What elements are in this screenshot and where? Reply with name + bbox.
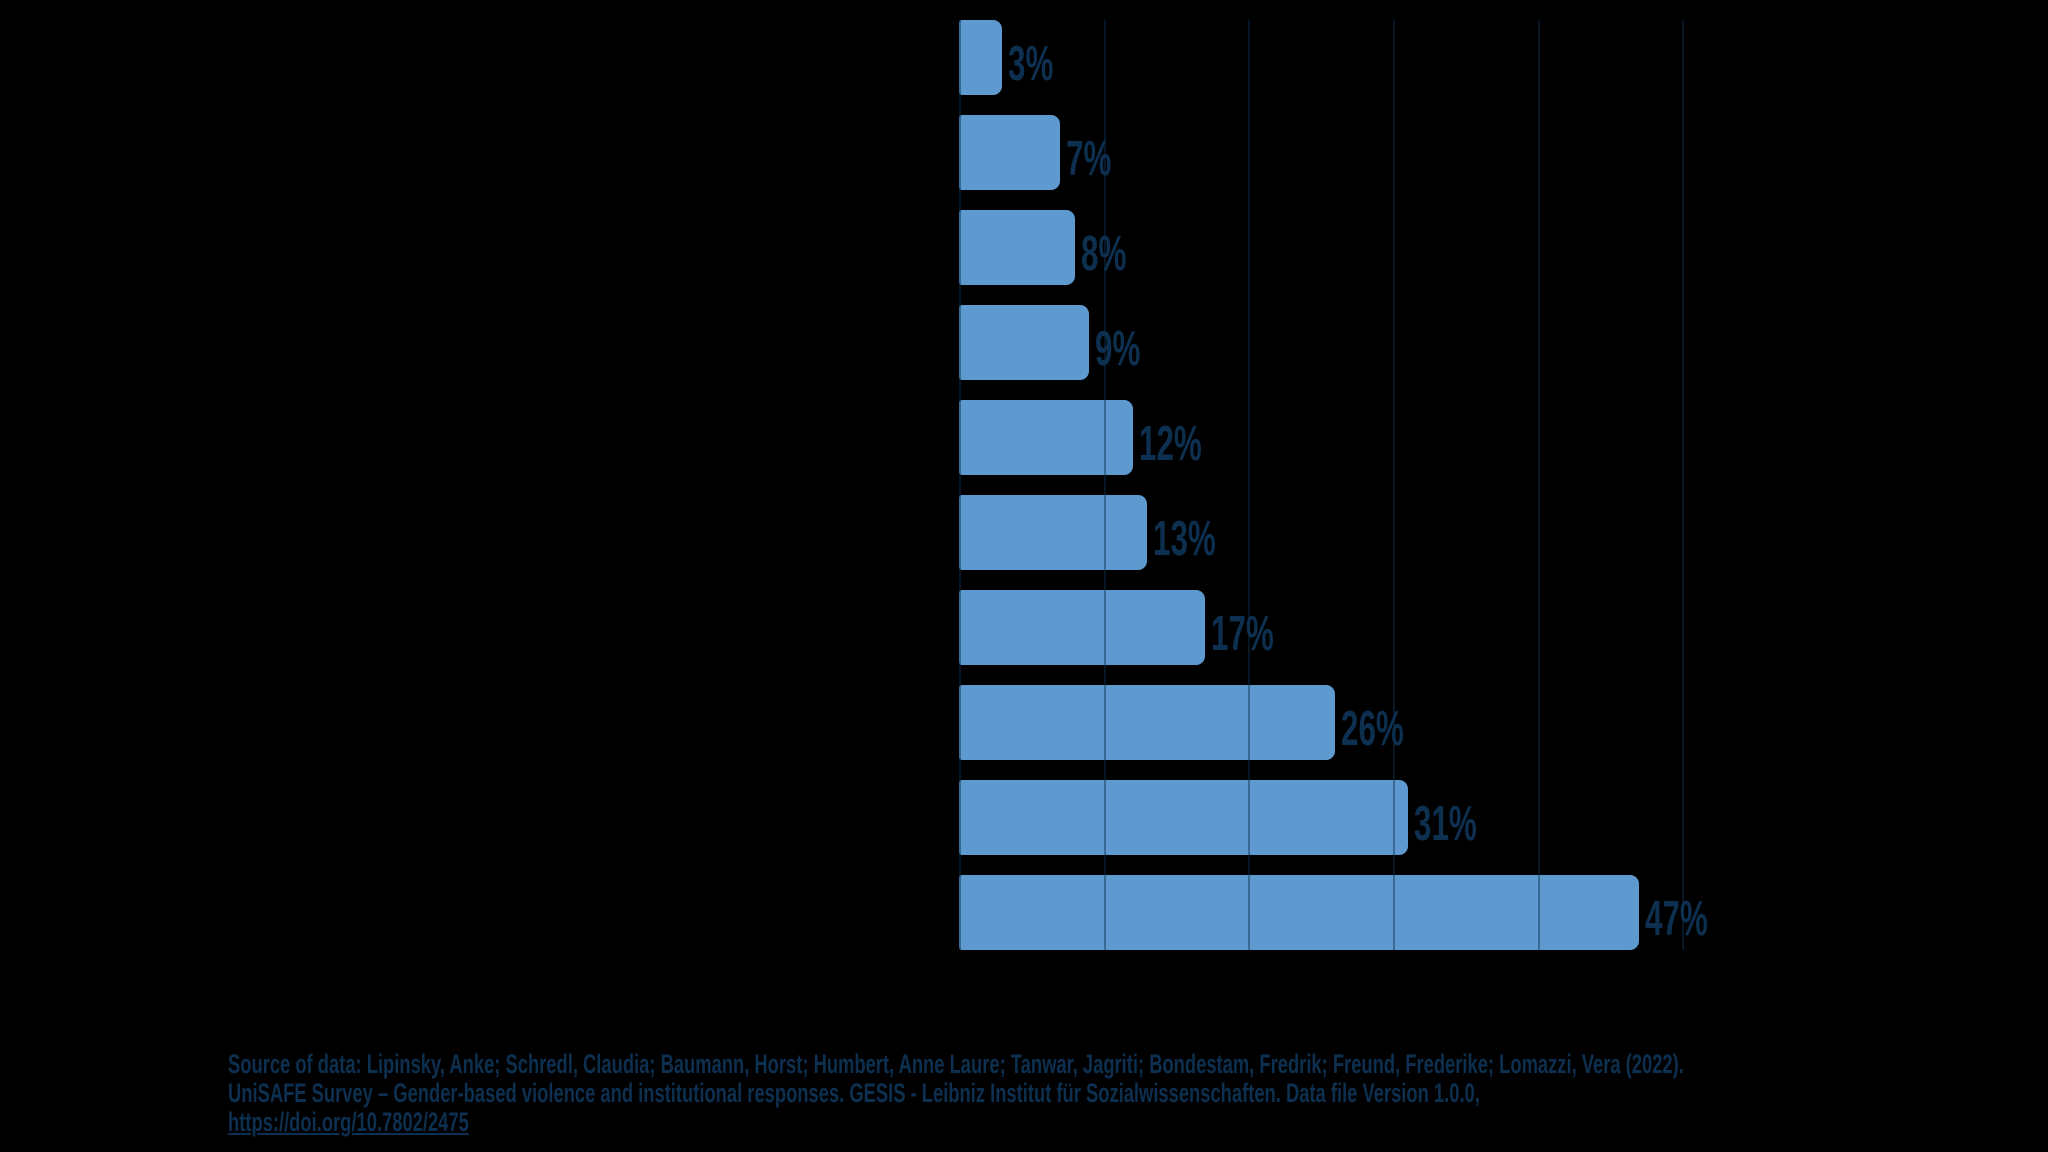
bar-row: 26% <box>959 685 1439 760</box>
bar-row: 12% <box>959 400 1237 475</box>
bar <box>959 115 1061 190</box>
bar-value-label: 9% <box>1095 322 1141 376</box>
bar <box>959 685 1336 760</box>
bar-value-label: 7% <box>1066 132 1112 186</box>
bar <box>959 305 1090 380</box>
bar-row: 9% <box>959 305 1166 380</box>
bar-row: 8% <box>959 210 1152 285</box>
gridline <box>1537 20 1540 950</box>
bar-row: 31% <box>959 780 1512 855</box>
bar-chart: 3% 7% 8% 9% 12% 13% 17% 26% 31% 47% <box>959 20 1743 950</box>
bar-row: 17% <box>959 590 1309 665</box>
bar <box>959 400 1133 475</box>
bar <box>959 780 1408 855</box>
bar <box>959 210 1075 285</box>
bar <box>959 20 1003 95</box>
bar-row: 7% <box>959 115 1137 190</box>
bar-value-label: 31% <box>1413 797 1477 851</box>
bar-value-label: 26% <box>1341 702 1404 756</box>
bar-value-label: 8% <box>1080 227 1127 281</box>
bar-row: 13% <box>959 495 1251 570</box>
bar-value-label: 3% <box>1008 37 1054 91</box>
bar-value-label: 12% <box>1138 417 1202 471</box>
bar-value-label: 17% <box>1210 607 1274 661</box>
bar <box>959 590 1205 665</box>
gridline <box>1682 20 1685 950</box>
source-line-1-row: Source of data: Lipinsky, Anke; Schredl,… <box>228 1050 2028 1079</box>
bar-row: 47% <box>959 875 1743 950</box>
source-line-2-row: UniSAFE Survey – Gender-based violence a… <box>228 1079 2028 1108</box>
source-attribution: Source of data: Lipinsky, Anke; Schredl,… <box>228 1050 2028 1137</box>
source-line-3-row: https://doi.org/10.7802/2475 <box>228 1108 2028 1137</box>
source-doi-link[interactable]: https://doi.org/10.7802/2475 <box>228 1107 469 1137</box>
source-line-2: UniSAFE Survey – Gender-based violence a… <box>228 1078 1480 1108</box>
source-line-1: Source of data: Lipinsky, Anke; Schredl,… <box>228 1049 1684 1079</box>
bar-value-label: 13% <box>1153 512 1216 566</box>
bar <box>959 495 1148 570</box>
bar-value-label: 47% <box>1645 892 1708 946</box>
bar-row: 3% <box>959 20 1079 95</box>
bar <box>959 875 1639 950</box>
